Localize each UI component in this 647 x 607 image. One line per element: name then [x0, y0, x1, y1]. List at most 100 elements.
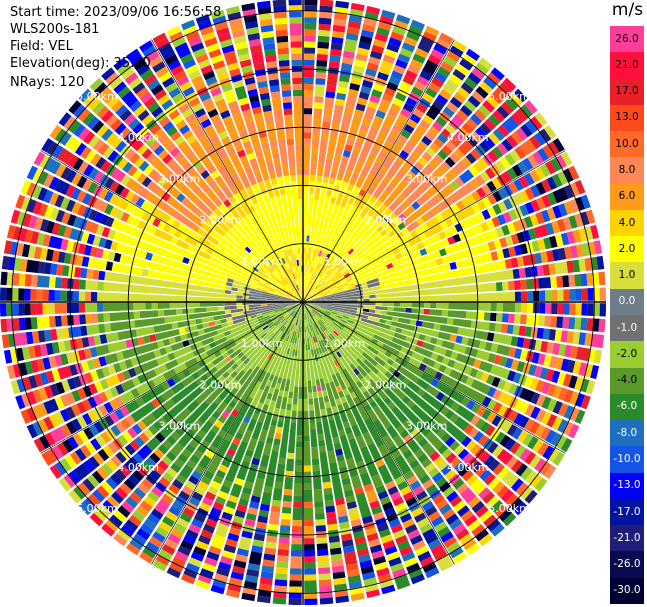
colorbar-tick-label: -21.0	[613, 531, 641, 544]
velocity-gate	[152, 374, 167, 387]
velocity-gate	[574, 376, 584, 391]
velocity-gate	[274, 307, 286, 313]
velocity-gate	[439, 503, 452, 515]
velocity-gate	[272, 487, 283, 501]
velocity-gate	[153, 464, 165, 476]
velocity-gate	[388, 139, 405, 160]
velocity-gate	[402, 199, 411, 209]
velocity-gate	[470, 379, 491, 395]
velocity-gate	[152, 531, 166, 543]
velocity-gate	[331, 214, 372, 265]
velocity-gate	[343, 272, 351, 278]
velocity-gate	[218, 203, 234, 221]
velocity-gate	[307, 331, 313, 350]
velocity-gate	[502, 512, 517, 527]
velocity-gate	[186, 459, 197, 470]
velocity-gate	[410, 403, 443, 435]
velocity-gate	[294, 465, 303, 472]
velocity-gate	[303, 344, 308, 387]
velocity-gate	[555, 154, 567, 169]
velocity-gate	[256, 155, 270, 181]
velocity-gate	[304, 592, 318, 599]
velocity-gate	[276, 41, 289, 49]
velocity-gate	[295, 144, 303, 151]
velocity-gate	[346, 569, 360, 578]
velocity-gate	[195, 199, 213, 217]
velocity-gate	[198, 236, 212, 247]
velocity-gate	[536, 265, 544, 277]
velocity-gate	[440, 161, 451, 172]
velocity-gate	[279, 408, 286, 416]
velocity-gate	[439, 324, 459, 335]
velocity-gate	[388, 518, 401, 528]
velocity-gate	[129, 538, 144, 551]
velocity-gate	[296, 307, 302, 320]
velocity-gate	[566, 331, 575, 344]
velocity-gate	[190, 343, 198, 351]
velocity-gate	[393, 64, 406, 75]
velocity-gate	[137, 220, 147, 230]
velocity-gate	[342, 315, 349, 320]
velocity-gate	[312, 317, 323, 334]
velocity-gate	[295, 307, 302, 338]
velocity-gate	[562, 168, 574, 183]
velocity-gate	[60, 353, 69, 366]
velocity-gate	[187, 363, 202, 375]
velocity-gate	[453, 500, 467, 513]
velocity-gate	[497, 187, 508, 200]
velocity-gate	[238, 97, 249, 106]
velocity-gate	[364, 11, 379, 21]
velocity-gate	[539, 163, 551, 178]
velocity-gate	[518, 325, 526, 337]
velocity-gate	[377, 151, 388, 160]
velocity-gate	[452, 233, 462, 243]
velocity-gate	[124, 443, 136, 456]
velocity-gate	[150, 508, 164, 520]
velocity-gate	[501, 489, 514, 503]
velocity-gate	[479, 140, 491, 153]
velocity-gate	[231, 363, 239, 371]
velocity-gate	[104, 415, 115, 427]
velocity-gate	[116, 372, 126, 383]
velocity-gate	[119, 127, 131, 139]
velocity-gate	[124, 148, 136, 161]
velocity-gate	[449, 152, 460, 164]
velocity-gate	[393, 529, 406, 540]
velocity-gate	[214, 336, 228, 346]
velocity-gate	[260, 332, 267, 339]
velocity-gate	[128, 135, 144, 152]
velocity-gate	[322, 389, 328, 397]
velocity-gate	[242, 307, 250, 312]
velocity-gate	[310, 144, 319, 164]
velocity-gate	[262, 411, 273, 431]
velocity-gate	[65, 199, 76, 212]
velocity-gate	[318, 139, 328, 165]
velocity-gate	[304, 77, 314, 85]
velocity-gate	[173, 363, 188, 375]
velocity-gate	[313, 267, 330, 288]
velocity-gate	[449, 45, 464, 58]
velocity-gate	[62, 439, 74, 453]
velocity-gate	[569, 182, 580, 197]
velocity-gate	[401, 42, 416, 53]
velocity-gate	[378, 259, 438, 282]
velocity-gate	[316, 537, 328, 544]
velocity-gate	[64, 135, 82, 153]
velocity-gate	[320, 251, 325, 258]
velocity-gate	[318, 311, 324, 316]
velocity-gate	[242, 302, 267, 305]
velocity-gate	[102, 146, 114, 159]
velocity-gate	[483, 118, 496, 131]
velocity-gate	[51, 144, 64, 159]
velocity-gate	[120, 418, 131, 430]
velocity-gate	[316, 421, 324, 435]
velocity-gate	[397, 241, 411, 253]
velocity-gate	[119, 465, 131, 477]
velocity-gate	[508, 383, 518, 395]
velocity-gate	[78, 501, 93, 516]
velocity-gate	[206, 338, 235, 357]
velocity-gate	[393, 332, 407, 341]
velocity-gate	[83, 459, 96, 473]
velocity-gate	[60, 238, 69, 251]
velocity-gate	[104, 239, 113, 250]
